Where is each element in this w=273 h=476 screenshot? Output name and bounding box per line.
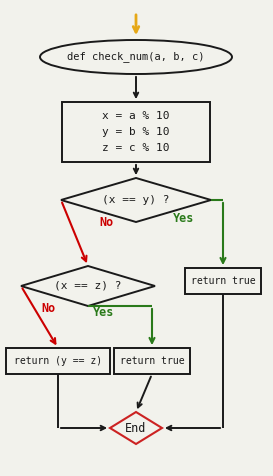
FancyBboxPatch shape: [114, 348, 190, 374]
Text: return (y == z): return (y == z): [14, 356, 102, 366]
Text: (x == y) ?: (x == y) ?: [102, 195, 170, 205]
Polygon shape: [21, 266, 155, 306]
Text: Yes: Yes: [173, 211, 195, 225]
Text: No: No: [41, 301, 55, 315]
Polygon shape: [61, 178, 211, 222]
FancyBboxPatch shape: [62, 102, 210, 162]
Text: x = a % 10
y = b % 10
z = c % 10: x = a % 10 y = b % 10 z = c % 10: [102, 111, 170, 153]
FancyBboxPatch shape: [6, 348, 110, 374]
Polygon shape: [110, 412, 162, 444]
Text: def check_num(a, b, c): def check_num(a, b, c): [67, 51, 205, 62]
Text: return true: return true: [191, 276, 255, 286]
Text: Yes: Yes: [93, 306, 115, 318]
Text: (x == z) ?: (x == z) ?: [54, 281, 122, 291]
FancyBboxPatch shape: [185, 268, 261, 294]
Text: End: End: [125, 422, 147, 435]
Text: No: No: [99, 216, 113, 228]
Text: return true: return true: [120, 356, 184, 366]
